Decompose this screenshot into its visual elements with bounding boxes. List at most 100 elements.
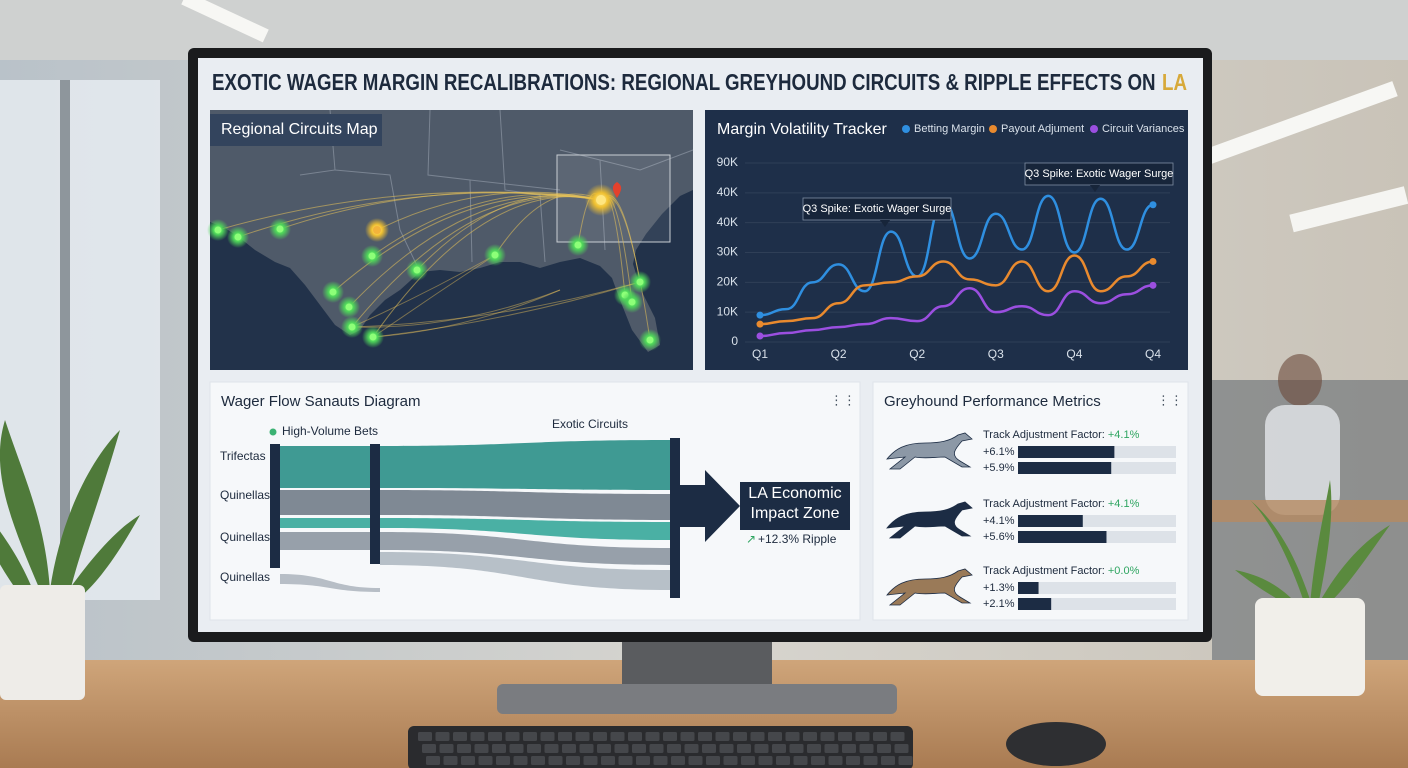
key [898, 756, 913, 765]
key [768, 732, 782, 741]
key [776, 756, 790, 765]
key [881, 756, 895, 765]
legend-label: Betting Margin [914, 123, 985, 135]
factor-text: Track Adjustment Factor: +0.0% [983, 565, 1140, 577]
annotation-pointer [1090, 185, 1100, 192]
factor-value: +4.1% [1108, 429, 1140, 441]
factor-text: Track Adjustment Factor: +4.1% [983, 429, 1140, 441]
factor-label: Track Adjustment Factor: [983, 429, 1105, 441]
sankey-node [370, 444, 380, 564]
sankey-flow [280, 532, 370, 550]
key [702, 744, 716, 753]
back-desk [1212, 500, 1408, 522]
target-box [740, 482, 850, 530]
sankey-source: Quinellas [220, 570, 270, 584]
key [842, 744, 856, 753]
legend-swatch [902, 125, 910, 133]
key [877, 744, 891, 753]
key [583, 756, 598, 765]
bar-track [1018, 582, 1176, 594]
key [636, 756, 650, 765]
circuit-node [491, 251, 499, 259]
key [610, 732, 625, 741]
key [863, 756, 878, 765]
ripple-label: +12.3% Ripple [758, 532, 837, 546]
sankey-node [270, 444, 280, 568]
key [453, 732, 467, 741]
key [601, 756, 615, 765]
sankey-flow [380, 490, 670, 520]
factor-text: Track Adjustment Factor: +4.1% [983, 498, 1140, 510]
ceiling-light [1204, 81, 1398, 165]
series-end-point [756, 332, 764, 340]
bar-label: +6.1% [983, 446, 1015, 458]
key [680, 732, 695, 741]
key [828, 756, 843, 765]
annotation: Q3 Spike: Exotic Wager Surge [803, 203, 952, 215]
y-tick-label: 30K [717, 245, 738, 259]
key [531, 756, 545, 765]
key [789, 744, 804, 753]
factor-label: Track Adjustment Factor: [983, 498, 1105, 510]
factor-value: +0.0% [1108, 565, 1140, 577]
state-border [334, 169, 421, 273]
key [628, 732, 642, 741]
sankey-source: Trifectas [220, 449, 266, 463]
greyhound-icon [886, 568, 973, 606]
flow-route [372, 196, 602, 338]
ceiling-light [181, 0, 269, 43]
window-frame [60, 80, 70, 600]
key [663, 732, 677, 741]
person-body [1265, 405, 1340, 515]
key [443, 756, 458, 765]
panel-menu: ⋮⋮ [1157, 392, 1183, 407]
title-highlight: LA [1162, 69, 1187, 95]
target-label-box: LA Economic Impact Zone [748, 485, 841, 522]
annotation-pointer [880, 220, 890, 227]
y-tick-label: 20K [717, 275, 738, 289]
title-text: EXOTIC WAGER MARGIN RECALIBRATIONS: REGI… [212, 69, 1156, 95]
annotation: Q3 Spike: Exotic Wager Surge [1025, 168, 1174, 180]
bar-label: +5.9% [983, 462, 1015, 474]
key [807, 744, 821, 753]
plant-leaves [0, 420, 140, 597]
circuit-node [234, 233, 242, 241]
y-tick-label: 10K [717, 304, 738, 318]
metric-bar [1018, 531, 1107, 543]
key [824, 744, 839, 753]
sankey-flow [280, 490, 370, 515]
key [894, 744, 909, 753]
plant-leaves [1235, 480, 1390, 610]
key [820, 732, 835, 741]
key [741, 756, 755, 765]
key [855, 732, 870, 741]
circuit-node [636, 278, 644, 286]
y-tick-label: 40K [717, 185, 738, 199]
key [461, 756, 475, 765]
flow-route [372, 254, 496, 338]
key [488, 732, 502, 741]
ceiling-light [1289, 186, 1408, 233]
sankey-flow [380, 440, 670, 490]
key [715, 732, 730, 741]
key [513, 756, 528, 765]
circuit-node [646, 336, 654, 344]
key [558, 732, 572, 741]
key [597, 744, 611, 753]
key [838, 732, 852, 741]
plant-pot [1255, 598, 1365, 696]
y-tick-label: 0 [731, 334, 738, 348]
sankey-flow [380, 532, 670, 565]
key [614, 744, 629, 753]
hub-node [373, 226, 381, 234]
dashboard-title: EXOTIC WAGER MARGIN RECALIBRATIONS: REGI… [212, 69, 1187, 95]
x-tick-label: Q4 [1066, 347, 1082, 361]
sankey-middle-label: Exotic Circuits [552, 417, 628, 431]
greyhound-icon [886, 501, 973, 539]
metric-bar [1018, 446, 1115, 458]
bar-label: +1.3% [983, 582, 1015, 594]
key [478, 756, 493, 765]
circuit-node [214, 226, 222, 234]
key [733, 732, 747, 741]
